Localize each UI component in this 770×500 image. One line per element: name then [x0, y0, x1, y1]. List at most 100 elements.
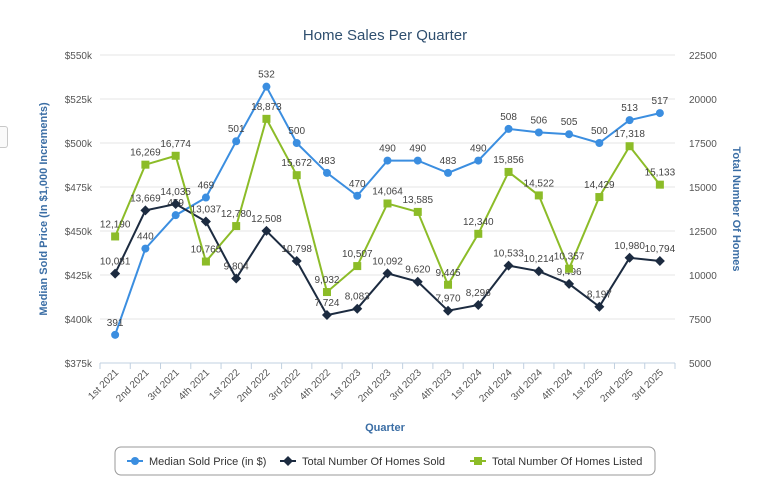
series-0-point	[201, 193, 210, 202]
series-0-point	[534, 128, 543, 137]
y-left-tick-label: $500k	[65, 139, 93, 150]
series-2-data-label: 14,522	[524, 178, 555, 189]
series-2-data-label: 10,357	[554, 252, 585, 263]
y-right-axis-title: Total Number Of Homes	[730, 146, 742, 271]
series-1-point	[291, 255, 302, 266]
series-0-data-label: 513	[621, 103, 638, 114]
series-0-point	[353, 191, 362, 200]
series-0-data-label: 506	[530, 115, 547, 126]
series-1-point	[140, 205, 151, 216]
series-0-point	[655, 109, 664, 118]
series-1-data-label: 7,724	[314, 298, 339, 309]
series-2-data-label: 15,856	[493, 155, 524, 166]
series-1-point	[321, 310, 332, 321]
series-2-data-label: 12,780	[221, 209, 252, 220]
y-left-tick-label: $425k	[65, 271, 93, 282]
series-1-data-label: 9,620	[405, 265, 430, 276]
y-left-tick-label: $475k	[65, 183, 93, 194]
legend-marker-2	[474, 457, 482, 465]
y-left-axis-title: Median Sold Price (In $1,000 Increments)	[38, 102, 50, 316]
series-2-point	[474, 229, 483, 238]
series-1-point	[261, 225, 272, 236]
series-1-data-label: 7,970	[436, 294, 461, 305]
series-0-data-label: 532	[258, 70, 275, 81]
series-1-point	[412, 276, 423, 287]
x-axis-title: Quarter	[365, 422, 405, 434]
y-left-tick-label: $525k	[65, 95, 93, 106]
series-2-data-label: 13,585	[402, 195, 433, 206]
y-right-tick-label: 17500	[689, 139, 717, 150]
series-2-point	[141, 160, 150, 169]
series-2-point	[655, 180, 664, 189]
series-0-point	[141, 244, 150, 253]
series-0-data-label: 501	[228, 124, 245, 135]
legend-item-0: Median Sold Price (in $)	[149, 456, 266, 468]
x-tick-label: 4th 2022	[298, 367, 334, 403]
series-0-data-label: 500	[591, 126, 608, 137]
legend-marker-1	[283, 456, 293, 466]
series-2-point	[504, 167, 513, 176]
series-0-point	[444, 168, 453, 177]
x-tick-label: 3rd 2024	[509, 367, 545, 403]
series-1-point	[231, 273, 242, 284]
x-tick-label: 2nd 2022	[235, 367, 273, 405]
series-1-data-label: 10,980	[614, 241, 645, 252]
series-1-point	[654, 256, 665, 267]
series-0-point	[322, 168, 331, 177]
series-0-point	[383, 156, 392, 165]
series-2-data-label: 12,190	[100, 219, 131, 230]
y-right-tick-label: 12500	[689, 227, 717, 238]
x-tick-label: 4th 2023	[419, 367, 455, 403]
series-1-point	[594, 301, 605, 312]
series-0-point	[413, 156, 422, 165]
series-1-data-label: 8,296	[466, 288, 491, 299]
series-2-point	[111, 232, 120, 241]
y-left-tick-label: $550k	[65, 51, 93, 62]
series-2-data-label: 17,318	[614, 129, 645, 140]
series-1-data-label: 8,197	[587, 290, 612, 301]
series-0-data-label: 470	[349, 179, 366, 190]
series-0-data-label: 440	[137, 232, 154, 243]
series-2-data-label: 10,507	[342, 249, 373, 260]
y-right-tick-label: 5000	[689, 359, 712, 370]
series-2-point	[201, 257, 210, 266]
series-1-point	[624, 252, 635, 263]
side-panel-handle[interactable]	[0, 126, 8, 148]
y-left-tick-label: $450k	[65, 227, 93, 238]
series-0-data-label: 490	[409, 144, 426, 155]
y-right-tick-label: 15000	[689, 183, 717, 194]
series-1-data-label: 10,092	[372, 256, 403, 267]
series-1-point	[564, 278, 575, 289]
x-tick-label: 2nd 2025	[598, 367, 636, 405]
series-2-point	[232, 222, 241, 231]
series-0-data-label: 391	[107, 318, 124, 329]
x-tick-label: 2nd 2023	[356, 367, 394, 405]
series-0-data-label: 517	[652, 96, 669, 107]
legend-marker-0	[131, 457, 139, 465]
series-0-point	[232, 137, 241, 146]
series-0-data-label: 508	[500, 112, 517, 123]
series-2-point	[595, 193, 604, 202]
series-2-point	[353, 262, 362, 271]
series-0-data-label: 490	[379, 144, 396, 155]
series-2-point	[322, 288, 331, 297]
series-2-point	[262, 114, 271, 123]
series-0-point	[171, 211, 180, 220]
series-2-data-label: 14,064	[372, 186, 403, 197]
y-right-tick-label: 22500	[689, 51, 717, 62]
legend-item-2: Total Number Of Homes Listed	[492, 456, 642, 468]
series-1-data-label: 14,035	[160, 187, 191, 198]
series-2-data-label: 10,765	[191, 245, 222, 256]
series-1-data-label: 10,214	[524, 254, 555, 265]
series-1-data-label: 8,083	[345, 292, 370, 303]
series-0-point	[625, 116, 634, 125]
series-0-data-label: 505	[561, 117, 578, 128]
series-2-data-label: 16,774	[160, 139, 191, 150]
series-2-data-label: 12,340	[463, 217, 494, 228]
series-0-point	[565, 130, 574, 139]
x-tick-label: 2nd 2021	[114, 367, 152, 405]
x-tick-label: 2nd 2024	[477, 367, 515, 405]
series-0-point	[595, 139, 604, 147]
x-tick-label: 4th 2024	[540, 367, 576, 403]
series-0-point	[262, 82, 271, 91]
